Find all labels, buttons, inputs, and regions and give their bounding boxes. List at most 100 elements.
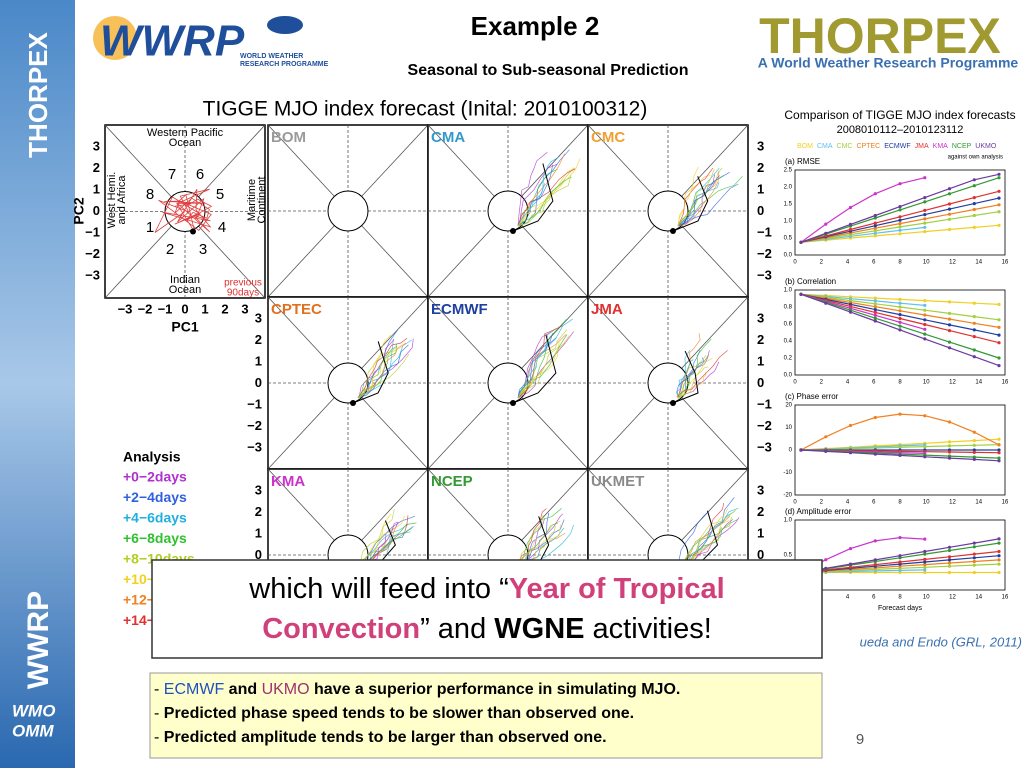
cmp-dot xyxy=(947,187,952,191)
cmp-dot xyxy=(947,329,952,333)
cmp-x-tick: 16 xyxy=(1002,380,1009,386)
cmp-dot xyxy=(873,234,877,238)
forecast-track xyxy=(677,182,720,227)
phase-number: 7 xyxy=(168,166,176,183)
cmp-frame xyxy=(794,169,1006,256)
cmp-dot xyxy=(898,205,902,209)
cmp-dot xyxy=(873,216,877,220)
cmp-dot xyxy=(947,548,952,553)
forecast-track xyxy=(677,366,709,399)
cmp-dot xyxy=(898,320,902,324)
cmp-dot xyxy=(997,196,1001,200)
cmp-dot xyxy=(972,450,976,454)
cmp-dot xyxy=(824,449,828,453)
forecast-track xyxy=(357,344,409,399)
cmp-dot xyxy=(848,205,853,210)
cmp-line xyxy=(800,293,925,306)
cmp-y-tick: 0.0 xyxy=(784,253,793,259)
cmp-period: 2008010112–2010123112 xyxy=(837,124,964,136)
cmp-dot xyxy=(898,412,902,416)
cmp-y-tick: 1.0 xyxy=(784,518,793,524)
cmp-dot xyxy=(923,414,927,418)
cmp-dot xyxy=(972,196,976,200)
tick-label: 3 xyxy=(255,482,262,497)
cmp-dot xyxy=(972,559,976,564)
tick-label: 3 xyxy=(757,482,764,497)
forecast-track xyxy=(517,318,567,399)
start-dot xyxy=(350,400,356,406)
bullet: - ECMWF and UKMO have a superior perform… xyxy=(154,681,680,698)
cmp-y-tick: 1.0 xyxy=(784,219,793,225)
cmp-dot xyxy=(923,549,927,554)
cmp-y-tick: 0 xyxy=(789,448,793,454)
org: OMM xyxy=(12,721,54,740)
cmp-dot xyxy=(997,537,1001,541)
previous-label: previous xyxy=(224,278,262,289)
cmp-dot xyxy=(923,221,927,225)
wwrp-logo: WWRP WORLD WEATHER RESEARCH PROGRAMME xyxy=(93,16,329,68)
cmp-dot xyxy=(947,545,952,549)
cmp-dot xyxy=(923,557,927,562)
cmp-dot xyxy=(997,456,1001,460)
phase-number: 8 xyxy=(146,186,154,203)
cmp-dot xyxy=(923,337,927,341)
tick-label: 0 xyxy=(255,375,262,390)
cmp-legend: JMA xyxy=(915,143,929,150)
bullet: - Predicted amplitude tends to be larger… xyxy=(154,729,607,746)
cmp-x-tick: 0 xyxy=(793,500,797,506)
cmp-dot xyxy=(972,545,976,549)
tick-label: −2 xyxy=(85,246,100,261)
tick-label: −2 xyxy=(757,246,772,261)
cmp-x-tick: 16 xyxy=(1002,595,1009,601)
cmp-dot xyxy=(997,302,1001,306)
cmp-dot xyxy=(923,563,927,567)
cmp-panel-label: (d) Amplitude error xyxy=(785,507,852,516)
phase-number: 5 xyxy=(216,186,224,203)
cmp-x-tick: 12 xyxy=(949,260,956,266)
tick-label: 1 xyxy=(255,525,262,540)
cmp-dot xyxy=(947,555,952,559)
bullet-dash: - xyxy=(154,729,164,746)
cmp-dot xyxy=(997,448,1001,452)
tick-label: 0 xyxy=(93,203,100,218)
cmp-dot xyxy=(972,178,976,182)
cmp-dot xyxy=(898,225,902,229)
cmp-dot xyxy=(923,313,927,317)
bullet-text: Predicted amplitude tends to be larger t… xyxy=(164,729,607,746)
analysis-track xyxy=(672,176,709,232)
cmp-x-tick: 6 xyxy=(872,500,876,506)
cmp-dot xyxy=(848,547,853,551)
cmp-dot xyxy=(972,348,976,352)
forecast-track xyxy=(677,512,708,571)
sidebar xyxy=(0,0,75,768)
model-label: CPTEC xyxy=(271,301,322,318)
cmp-dot xyxy=(898,182,902,186)
bullet-text: and xyxy=(224,681,261,698)
cmp-dot xyxy=(947,202,952,206)
cmp-dot xyxy=(923,200,927,204)
cmp-dot xyxy=(873,213,877,218)
cmp-dot xyxy=(923,565,927,569)
cmp-dot xyxy=(972,301,976,305)
cmp-dot xyxy=(873,310,877,314)
tick-label: −1 xyxy=(158,301,173,316)
region-label: and Africa xyxy=(116,175,128,225)
tick-label: −3 xyxy=(757,267,772,282)
cmp-dot xyxy=(947,564,952,568)
cmp-y-tick: 0.8 xyxy=(784,305,793,311)
cmp-line xyxy=(800,226,925,243)
cmp-dot xyxy=(848,222,853,226)
cmp-dot xyxy=(873,539,877,543)
cmp-dot xyxy=(972,430,976,434)
cmp-y-tick: 0.5 xyxy=(784,236,793,242)
cmp-dot xyxy=(947,192,952,196)
cmp-dot xyxy=(898,222,902,226)
forecast-track xyxy=(357,345,398,399)
start-dot xyxy=(510,228,516,234)
cmp-y-tick: 1.5 xyxy=(784,202,793,208)
forecast-track xyxy=(517,152,548,227)
cmp-x-tick: 2 xyxy=(820,380,824,386)
cmp-x-tick: 2 xyxy=(820,260,824,266)
slide-subtitle: Seasonal to Sub-seasonal Prediction xyxy=(408,62,689,79)
